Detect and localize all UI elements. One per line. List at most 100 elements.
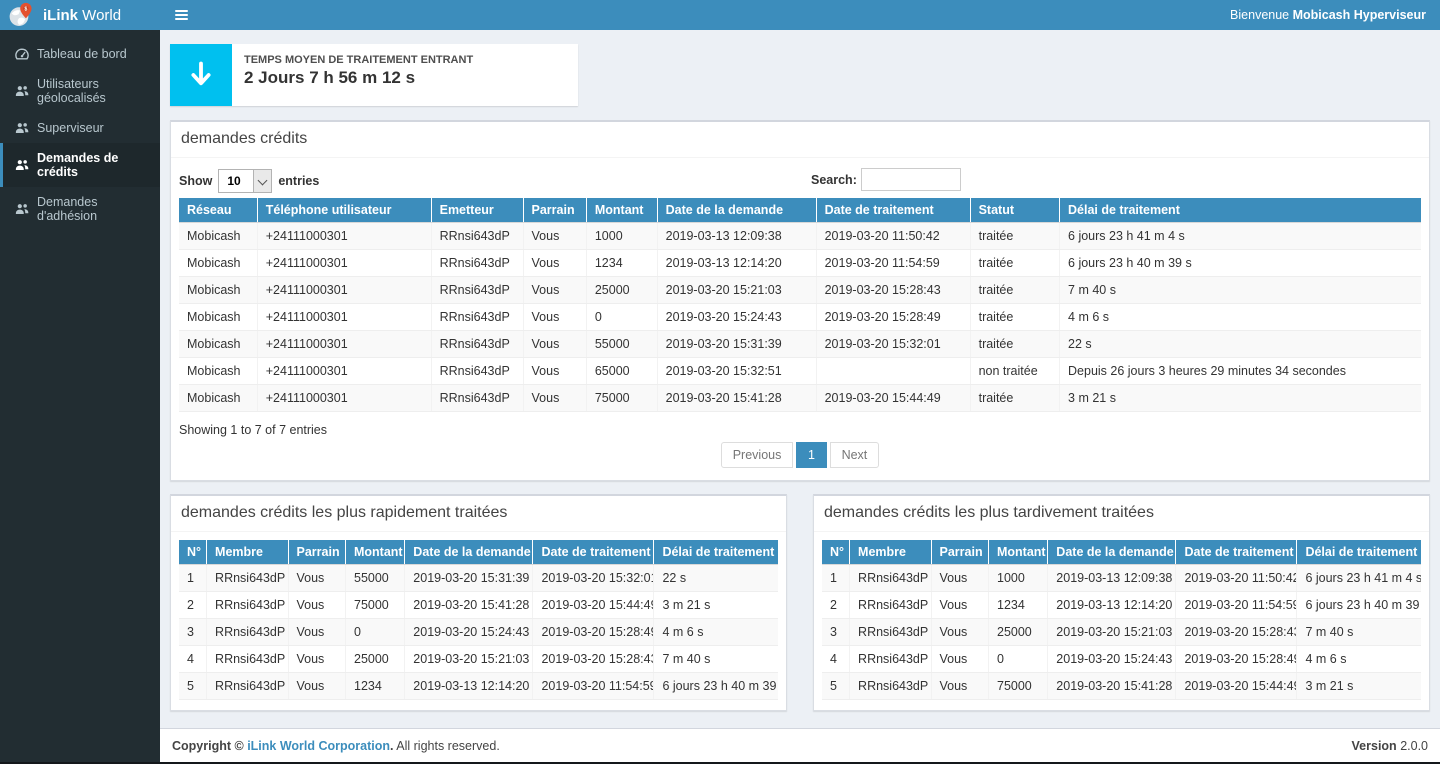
column-header: Date de traitement (1176, 540, 1297, 565)
stat-label: TEMPS MOYEN DE TRAITEMENT ENTRANT (244, 54, 473, 66)
search-control: Search: (811, 168, 961, 191)
table-cell: 2019-03-13 12:14:20 (1048, 592, 1176, 619)
table-row: Mobicash+24111000301RRnsi643dPVous750002… (179, 385, 1421, 412)
table-cell: RRnsi643dP (431, 385, 523, 412)
table-cell: 3 m 21 s (654, 592, 778, 619)
table-cell: 0 (586, 304, 657, 331)
users-icon (14, 202, 29, 216)
table-cell: Mobicash (179, 358, 257, 385)
table-cell: 2019-03-20 11:54:59 (816, 250, 970, 277)
column-header[interactable]: Statut (970, 198, 1059, 223)
table-cell: 2019-03-20 15:41:28 (405, 592, 533, 619)
table-cell: 2019-03-20 15:31:39 (657, 331, 816, 358)
column-header[interactable]: Emetteur (431, 198, 523, 223)
welcome-message: Bienvenue Mobicash Hyperviseur (1230, 8, 1426, 22)
table-cell: 2019-03-20 11:50:42 (816, 223, 970, 250)
table-cell: traitée (970, 250, 1059, 277)
sidebar-toggle-button[interactable] (160, 0, 202, 30)
table-cell: 5 (822, 673, 850, 700)
table-cell: 1 (822, 565, 850, 592)
column-header[interactable]: Montant (586, 198, 657, 223)
column-header: Date de la demande (405, 540, 533, 565)
table-cell: 1234 (346, 673, 405, 700)
page-length-control: Show 10 entries (179, 166, 1421, 193)
table-cell: Vous (523, 304, 586, 331)
table-row: 5RRnsi643dPVous12342019-03-13 12:14:2020… (179, 673, 778, 700)
page-length-select[interactable]: 10 (219, 170, 271, 192)
column-header: Montant (989, 540, 1048, 565)
table-cell: RRnsi643dP (207, 619, 288, 646)
table-cell: Mobicash (179, 277, 257, 304)
table-cell: Mobicash (179, 385, 257, 412)
table-cell: 2019-03-20 15:44:49 (1176, 673, 1297, 700)
table-cell: Vous (931, 646, 989, 673)
table-cell: 4 m 6 s (1297, 646, 1421, 673)
table-cell: 55000 (586, 331, 657, 358)
sidebar-item-superviseur[interactable]: Superviseur (0, 113, 160, 143)
table-cell: 2019-03-20 15:41:28 (657, 385, 816, 412)
sidebar-item-demandes-de-credits[interactable]: Demandes de crédits (0, 143, 160, 187)
sidebar-item-demandes-adhesion[interactable]: Demandes d'adhésion (0, 187, 160, 231)
page-1-button[interactable]: 1 (796, 442, 827, 468)
table-cell: non traitée (970, 358, 1059, 385)
column-header[interactable]: Date de traitement (816, 198, 970, 223)
table-row: 3RRnsi643dPVous250002019-03-20 15:21:032… (822, 619, 1421, 646)
column-header[interactable]: Téléphone utilisateur (257, 198, 431, 223)
table-cell: 2019-03-20 15:21:03 (1048, 619, 1176, 646)
column-header: N° (179, 540, 207, 565)
table-row: Mobicash+24111000301RRnsi643dPVous250002… (179, 277, 1421, 304)
table-cell: 2019-03-20 11:54:59 (1176, 592, 1297, 619)
company-link[interactable]: iLink World Corporation (247, 739, 390, 753)
table-cell: Mobicash (179, 223, 257, 250)
column-header[interactable]: Réseau (179, 198, 257, 223)
table-cell: 2019-03-20 15:24:43 (1048, 646, 1176, 673)
card-title-latest: demandes crédits les plus tardivement tr… (814, 496, 1429, 532)
credits-requests-card: demandes crédits Show 10 entries Search: (170, 120, 1430, 481)
column-header[interactable]: Date de la demande (657, 198, 816, 223)
table-cell: RRnsi643dP (431, 250, 523, 277)
table-row: Mobicash+24111000301RRnsi643dPVous100020… (179, 223, 1421, 250)
table-cell: Vous (288, 619, 346, 646)
table-cell: RRnsi643dP (207, 673, 288, 700)
table-cell: 4 m 6 s (654, 619, 778, 646)
latest-treated-table: N°MembreParrainMontantDate de la demande… (822, 540, 1421, 700)
table-row: 3RRnsi643dPVous02019-03-20 15:24:432019-… (179, 619, 778, 646)
table-cell: 6 jours 23 h 40 m 39 s (1060, 250, 1421, 277)
table-cell: 3 (822, 619, 850, 646)
table-cell: 2 (179, 592, 207, 619)
table-cell: 2019-03-13 12:09:38 (657, 223, 816, 250)
previous-page-button[interactable]: Previous (721, 442, 794, 468)
card-title-fastest: demandes crédits les plus rapidement tra… (171, 496, 786, 532)
table-cell: Vous (288, 673, 346, 700)
table-row: Mobicash+24111000301RRnsi643dPVous650002… (179, 358, 1421, 385)
table-cell: 7 m 40 s (1297, 619, 1421, 646)
table-cell: +24111000301 (257, 277, 431, 304)
column-header[interactable]: Délai de traitement (1060, 198, 1421, 223)
table-cell: 3 m 21 s (1060, 385, 1421, 412)
table-cell: RRnsi643dP (850, 673, 931, 700)
latest-treated-card: demandes crédits les plus tardivement tr… (813, 494, 1430, 711)
table-cell: Vous (523, 250, 586, 277)
table-cell: 1000 (989, 565, 1048, 592)
content-area: TEMPS MOYEN DE TRAITEMENT ENTRANT 2 Jour… (160, 30, 1440, 728)
brand-logo[interactable]: $ iLink World (0, 0, 160, 30)
column-header[interactable]: Parrain (523, 198, 586, 223)
column-header: N° (822, 540, 850, 565)
table-cell: 6 jours 23 h 40 m 39 s (1297, 592, 1421, 619)
column-header: Parrain (931, 540, 989, 565)
next-page-button[interactable]: Next (830, 442, 880, 468)
table-cell: 2019-03-20 15:41:28 (1048, 673, 1176, 700)
table-row: Mobicash+24111000301RRnsi643dPVous550002… (179, 331, 1421, 358)
table-cell: Vous (931, 592, 989, 619)
search-input[interactable] (861, 168, 961, 191)
table-cell: 2019-03-13 12:14:20 (657, 250, 816, 277)
sidebar-item-utilisateurs-geolocalises[interactable]: Utilisateurs géolocalisés (0, 69, 160, 113)
table-cell: +24111000301 (257, 385, 431, 412)
table-cell: 25000 (586, 277, 657, 304)
table-cell: 2019-03-20 15:44:49 (816, 385, 970, 412)
sidebar-item-tableau-de-bord[interactable]: Tableau de bord (0, 39, 160, 69)
table-cell: traitée (970, 304, 1059, 331)
table-cell: 0 (346, 619, 405, 646)
page-length-select-wrap: 10 (218, 169, 272, 193)
table-cell: 25000 (989, 619, 1048, 646)
